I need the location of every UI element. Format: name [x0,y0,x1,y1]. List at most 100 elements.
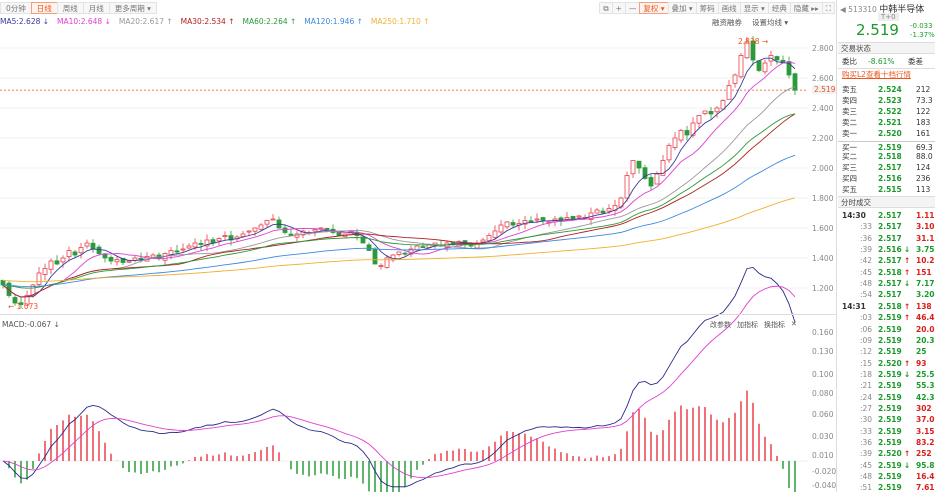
candle [6,282,12,296]
order-book-row: 买三 2.517 124 [838,162,935,173]
toolbar-button[interactable]: 复权 ▾ [639,2,669,14]
ratio-label: 委比 [842,57,857,66]
toolbar-button[interactable]: 叠加 ▾ [667,2,697,14]
level-label: 卖五 [842,85,857,94]
candle [594,209,600,214]
period-tab[interactable]: 更多周期 ▾ [108,2,157,14]
macd-tool-button[interactable]: 换指标 [764,321,785,329]
candle [192,242,198,248]
candle [744,41,750,59]
arrow-down-icon: ↓ [904,245,911,255]
trade-price: 2.517 [878,233,902,243]
candle [696,115,702,124]
candle [84,242,90,247]
price-tick: 1.800 [812,194,834,203]
trade-row: :42 2.517 ↑ 10.2 [838,255,935,266]
toolbar-button[interactable]: 隐藏 ▸▸ [789,2,823,14]
trade-price: 2.519 [878,426,902,436]
period-tab[interactable]: 月线 [82,2,110,14]
trade-volume: 1.11 [916,211,935,220]
margin-trading-button[interactable]: 融资融券 [712,18,742,27]
toolbar-button[interactable]: ⛶ [821,2,835,14]
candle [492,230,498,238]
candle [750,40,756,61]
candle [108,256,114,262]
candle [126,260,132,263]
trade-time: :30 [860,415,873,425]
trade-row: :39 2.516 ↓ 3.75 [838,244,935,255]
macd-label: MACD:-0.067 ↓ [2,320,60,329]
candle [312,229,318,232]
candle [150,254,156,258]
candle [630,160,636,175]
toolbar-button[interactable]: — [624,2,641,14]
panel-divider[interactable] [836,0,837,492]
candle [174,250,180,253]
kline-chart[interactable] [0,28,808,492]
price-tick: 2.800 [812,44,834,53]
trade-price: 2.519 [878,392,902,402]
candle [504,221,510,228]
trade-row: :24 2.519 42.3 [838,392,935,403]
toolbar-button[interactable]: + [611,2,626,14]
macd-tick: -0.040 [812,481,837,490]
period-tab[interactable]: 0分钟 [0,2,32,14]
period-tab[interactable]: 周线 [56,2,84,14]
trade-time: :06 [860,324,873,334]
l2-promo-link[interactable]: 购买L2查看十档行情 [838,68,935,79]
trade-volume: 55.3 [916,381,935,391]
set-ma-button[interactable]: 设置均线 ▾ [752,18,789,27]
trade-time: :18 [860,369,873,379]
ma-value: MA60:2.264 ↑ [242,17,297,26]
order-book-row: 卖五 2.524 212 [838,84,935,95]
period-tab[interactable]: 日线 [30,2,58,14]
candle [384,257,390,268]
level-label: 买五 [842,185,857,195]
ma-value: MA20:2.617 ↑ [118,17,173,26]
toolbar-button[interactable]: 显示 ▾ [739,2,769,14]
candle [180,248,186,251]
trade-row: :36 2.517 31.1 [838,233,935,244]
trade-row: :03 2.519 ↑ 46.4 [838,312,935,323]
level-price: 2.515 [878,185,902,195]
macd-tool-button[interactable]: 改参数 [710,321,731,329]
toolbar-button[interactable]: 经典 [767,2,791,14]
trade-volume: 37.0 [916,415,935,425]
candle [570,215,576,220]
candle [624,175,630,199]
candle [120,257,126,263]
trade-volume: 31.1 [916,233,935,243]
order-book-row: 卖四 2.523 73.3 [838,95,935,106]
candle [396,251,402,255]
close-icon[interactable]: ✕ [791,320,797,328]
collapse-icon[interactable]: ◀ [840,5,846,14]
candle [48,260,54,270]
candle [714,107,720,113]
macd-tool-button[interactable]: 加指标 [737,321,758,329]
price-change: -0.033 [910,22,933,30]
candle [186,245,192,249]
copy-icon[interactable]: ⧉ [599,2,613,14]
arrow-up-icon: ↑ [904,267,911,277]
price-tick: 1.200 [812,284,834,293]
trade-volume: 138 [916,301,932,311]
candle [528,220,534,223]
level-price: 2.518 [878,152,902,162]
arrow-up-icon: ↑ [904,449,911,459]
candle [666,145,672,161]
ma-line [2,61,796,298]
candle [288,233,294,236]
toolbar-button[interactable]: 筹码 [695,2,719,14]
toolbar-button[interactable]: 画线 [717,2,741,14]
trade-volume: 42.3 [916,392,935,402]
candle [390,254,396,261]
candle [792,73,798,91]
trade-row: :33 2.519 3.15 [838,426,935,437]
candle [90,242,96,250]
candle [336,232,342,236]
macd-tick: 0.010 [812,451,834,460]
level-price: 2.521 [878,117,902,127]
trade-price: 2.519 [878,460,902,470]
trade-time: :36 [860,438,873,447]
pane-divider [0,314,836,315]
